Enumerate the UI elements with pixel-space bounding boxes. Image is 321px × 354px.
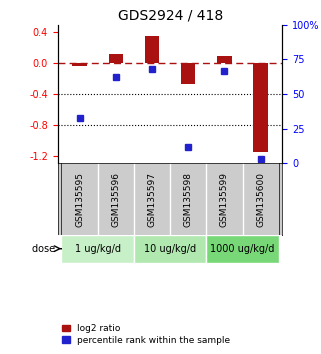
Bar bbox=[145, 35, 159, 63]
Text: 1000 ug/kg/d: 1000 ug/kg/d bbox=[211, 244, 275, 254]
Bar bbox=[72, 63, 87, 65]
FancyBboxPatch shape bbox=[134, 235, 206, 263]
Text: GSM135599: GSM135599 bbox=[220, 172, 229, 227]
FancyBboxPatch shape bbox=[61, 235, 134, 263]
FancyBboxPatch shape bbox=[206, 235, 279, 263]
Text: 10 ug/kg/d: 10 ug/kg/d bbox=[144, 244, 196, 254]
Text: dose: dose bbox=[32, 244, 58, 254]
Text: GSM135597: GSM135597 bbox=[148, 172, 157, 227]
Text: GSM135596: GSM135596 bbox=[111, 172, 120, 227]
Bar bbox=[181, 63, 195, 84]
Title: GDS2924 / 418: GDS2924 / 418 bbox=[117, 8, 223, 22]
Text: GSM135598: GSM135598 bbox=[184, 172, 193, 227]
Legend: log2 ratio, percentile rank within the sample: log2 ratio, percentile rank within the s… bbox=[62, 324, 230, 345]
Text: GSM135600: GSM135600 bbox=[256, 172, 265, 227]
Bar bbox=[217, 56, 232, 63]
Text: 1 ug/kg/d: 1 ug/kg/d bbox=[75, 244, 121, 254]
Bar bbox=[254, 63, 268, 152]
Bar bbox=[108, 54, 123, 63]
Text: GSM135595: GSM135595 bbox=[75, 172, 84, 227]
